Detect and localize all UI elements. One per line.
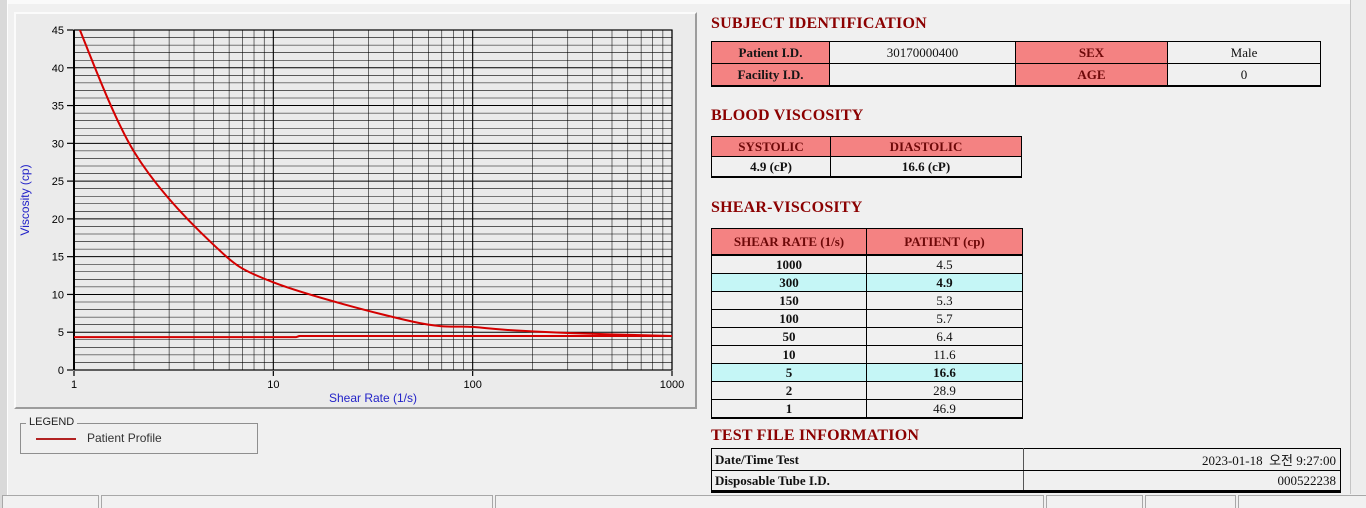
viscosity-chart-panel: 0 5 10 15 20 25 30 35 40 45 1 10 100 1000 Shear Rate (… xyxy=(14,12,697,409)
svg-text:100: 100 xyxy=(463,379,481,391)
table-row: 50 6.4 xyxy=(711,327,1023,346)
diastolic-value: 16.6 (cP) xyxy=(830,156,1022,178)
shear-rate-cell: 150 xyxy=(711,291,867,310)
table-row: 1 46.9 xyxy=(711,399,1023,419)
svg-text:1000: 1000 xyxy=(660,379,684,391)
svg-text:10: 10 xyxy=(52,289,64,301)
svg-text:10: 10 xyxy=(267,379,279,391)
shear-rate-header: SHEAR RATE (1/s) xyxy=(711,228,867,256)
table-row: 100 5.7 xyxy=(711,309,1023,328)
window-left-edge xyxy=(0,0,8,508)
bottom-panel-segment xyxy=(1046,495,1143,508)
facility-id-label: Facility I.D. xyxy=(711,63,830,87)
systolic-header: SYSTOLIC xyxy=(711,136,831,157)
table-header-row: SHEAR RATE (1/s) PATIENT (cp) xyxy=(711,228,1023,256)
table-row: Patient I.D. 30170000400 SEX Male xyxy=(711,41,1321,64)
table-row: 1000 4.5 xyxy=(711,254,1023,274)
y-axis-title: Viscosity (cp) xyxy=(18,164,32,235)
date-time-test-value: 2023-01-18 오전 9:27:00 xyxy=(1023,448,1341,471)
window-top-edge xyxy=(8,0,1366,4)
bottom-panel-segment xyxy=(1238,495,1366,508)
svg-text:25: 25 xyxy=(52,176,64,188)
patient-cp-cell: 6.4 xyxy=(866,327,1023,346)
table-row: SYSTOLIC DIASTOLIC xyxy=(711,136,1022,157)
svg-text:40: 40 xyxy=(52,63,64,75)
facility-id-value xyxy=(829,63,1016,87)
shear-viscosity-title: SHEAR-VISCOSITY xyxy=(711,199,863,216)
shear-rate-cell: 300 xyxy=(711,273,867,292)
panel-right-divider xyxy=(1350,0,1366,494)
table-row: 10 11.6 xyxy=(711,345,1023,364)
patient-cp-cell: 4.9 xyxy=(866,273,1023,292)
blood-viscosity-title: BLOOD VISCOSITY xyxy=(711,107,864,124)
blood-viscosity-table: SYSTOLIC DIASTOLIC 4.9 (cP) 16.6 (cP) xyxy=(711,136,1022,178)
svg-text:15: 15 xyxy=(52,252,64,264)
patient-cp-cell: 5.3 xyxy=(866,291,1023,310)
patient-id-label: Patient I.D. xyxy=(711,41,830,64)
patient-id-value: 30170000400 xyxy=(829,41,1016,64)
bottom-panel-segment xyxy=(2,495,99,508)
table-row: Date/Time Test 2023-01-18 오전 9:27:00 xyxy=(711,448,1341,471)
shear-rate-cell: 1000 xyxy=(711,254,867,274)
patient-cp-cell: 11.6 xyxy=(866,345,1023,364)
svg-text:20: 20 xyxy=(52,214,64,226)
shear-rate-cell: 1 xyxy=(711,399,867,419)
bottom-panel-segment xyxy=(1145,495,1236,508)
patient-cp-cell: 5.7 xyxy=(866,309,1023,328)
legend-groupbox: LEGEND Patient Profile xyxy=(20,416,258,454)
svg-text:35: 35 xyxy=(52,101,64,113)
disposable-tube-id-value: 000522238 xyxy=(1023,470,1341,493)
x-axis-title: Shear Rate (1/s) xyxy=(329,391,417,405)
patient-profile-curve xyxy=(78,30,672,337)
svg-text:1: 1 xyxy=(71,379,77,391)
patient-profile-line-swatch xyxy=(36,438,76,440)
shear-rate-cell: 100 xyxy=(711,309,867,328)
table-row: 300 4.9 xyxy=(711,273,1023,292)
patient-cp-cell: 28.9 xyxy=(866,381,1023,400)
test-file-table: Date/Time Test 2023-01-18 오전 9:27:00 Dis… xyxy=(711,448,1341,493)
sex-value: Male xyxy=(1167,41,1321,64)
age-value: 0 xyxy=(1167,63,1321,87)
table-row: 4.9 (cP) 16.6 (cP) xyxy=(711,156,1022,178)
table-row: Disposable Tube I.D. 000522238 xyxy=(711,470,1341,493)
viscosity-chart-svg: 0 5 10 15 20 25 30 35 40 45 1 10 100 1000 Shear Rate (… xyxy=(18,25,684,405)
patient-cp-header: PATIENT (cp) xyxy=(866,228,1023,256)
table-row: 2 28.9 xyxy=(711,381,1023,400)
svg-text:0: 0 xyxy=(58,365,64,377)
patient-cp-cell: 46.9 xyxy=(866,399,1023,419)
table-row: 5 16.6 xyxy=(711,363,1023,382)
patient-cp-cell: 16.6 xyxy=(866,363,1023,382)
viscosity-chart: 0 5 10 15 20 25 30 35 40 45 1 10 100 1000 Shear Rate (… xyxy=(16,14,695,407)
svg-text:30: 30 xyxy=(52,138,64,150)
table-row: Facility I.D. AGE 0 xyxy=(711,63,1321,87)
table-row: 150 5.3 xyxy=(711,291,1023,310)
legend-series-label: Patient Profile xyxy=(87,431,162,445)
disposable-tube-id-label: Disposable Tube I.D. xyxy=(711,470,1024,493)
age-label: AGE xyxy=(1015,63,1168,87)
bottom-panel-segment xyxy=(101,495,493,508)
sex-label: SEX xyxy=(1015,41,1168,64)
shear-rate-cell: 10 xyxy=(711,345,867,364)
shear-rate-cell: 5 xyxy=(711,363,867,382)
svg-text:45: 45 xyxy=(52,25,64,37)
shear-rate-cell: 50 xyxy=(711,327,867,346)
shear-rate-cell: 2 xyxy=(711,381,867,400)
legend-groupbox-label: LEGEND xyxy=(26,416,78,428)
subject-identification-title: SUBJECT IDENTIFICATION xyxy=(711,15,927,32)
subject-identification-table: Patient I.D. 30170000400 SEX Male Facili… xyxy=(711,41,1321,87)
diastolic-header: DIASTOLIC xyxy=(830,136,1022,157)
baseline-curve xyxy=(74,335,672,339)
bottom-panel-segment xyxy=(495,495,1044,508)
svg-text:5: 5 xyxy=(58,327,64,339)
shear-viscosity-table: SHEAR RATE (1/s) PATIENT (cp) 1000 4.5 300… xyxy=(711,228,1023,419)
systolic-value: 4.9 (cP) xyxy=(711,156,831,178)
date-time-test-label: Date/Time Test xyxy=(711,448,1024,471)
test-file-information-title: TEST FILE INFORMATION xyxy=(711,427,920,444)
patient-cp-cell: 4.5 xyxy=(866,254,1023,274)
